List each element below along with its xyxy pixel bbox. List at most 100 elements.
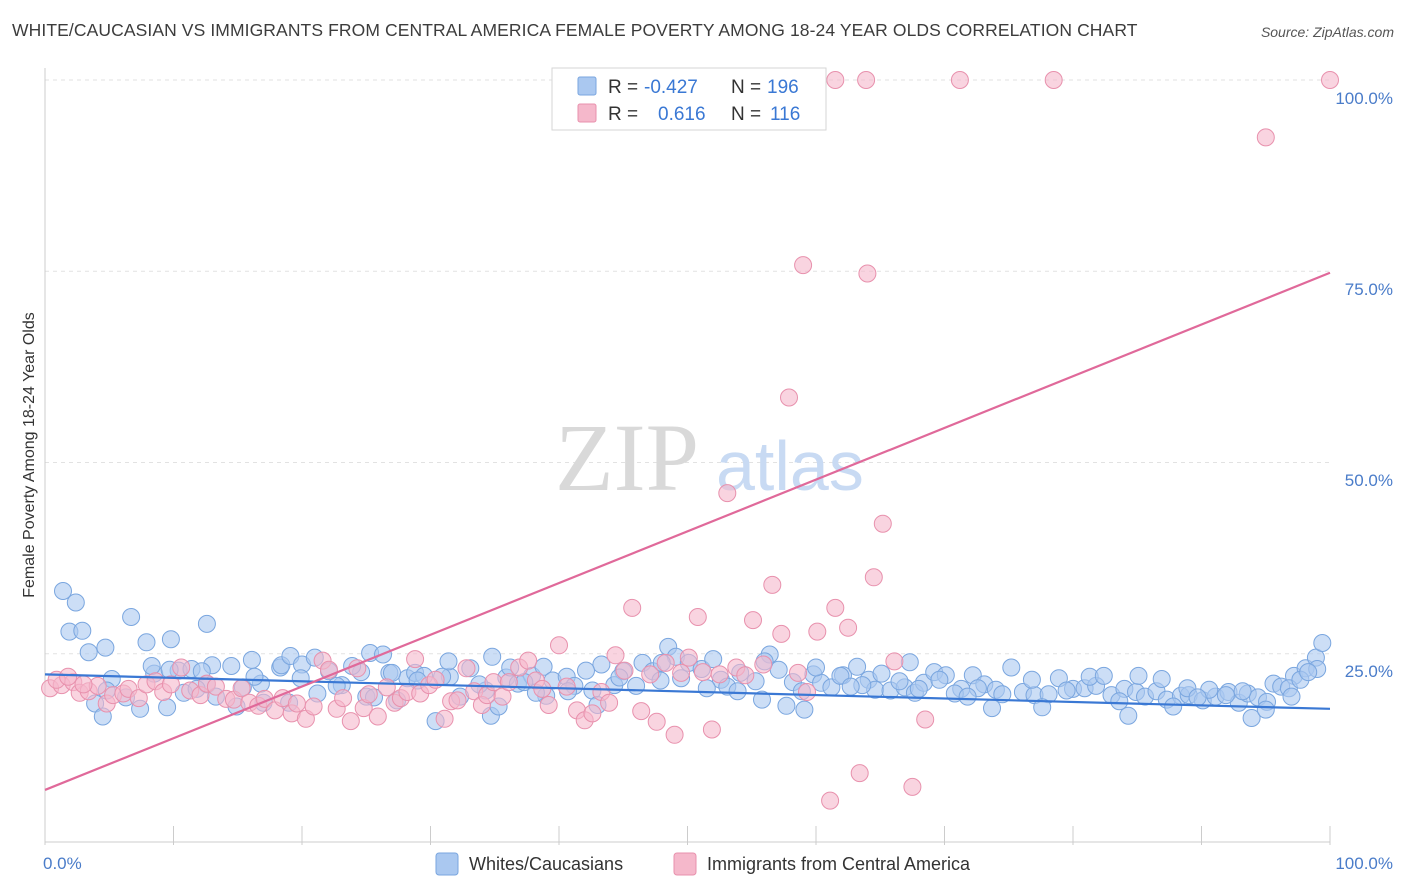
bottom-legend-swatch-immigrants <box>673 852 697 876</box>
whites-point <box>439 652 458 671</box>
immigrants-point <box>448 691 467 710</box>
whites-point <box>1164 697 1183 716</box>
whites-point <box>1002 658 1021 677</box>
y-tick-label-75: 75.0% <box>1345 280 1393 299</box>
immigrants-point <box>702 720 721 739</box>
watermark-zip: ZIP <box>555 404 699 511</box>
legend-r-value-blue: -0.427 <box>644 77 698 98</box>
immigrants-point <box>304 697 323 716</box>
whites-point <box>577 661 595 680</box>
immigrants-point <box>736 666 755 685</box>
immigrants-point <box>641 665 660 684</box>
immigrants-point <box>950 71 969 89</box>
whites-point <box>1216 686 1235 705</box>
whites-point <box>1152 670 1171 688</box>
immigrants-point <box>161 675 180 694</box>
immigrants-point <box>754 655 773 674</box>
immigrants-point <box>858 264 877 283</box>
immigrants-point <box>656 653 675 672</box>
immigrants-point <box>59 667 78 686</box>
whites-point <box>483 647 502 666</box>
whites-point <box>1033 698 1052 717</box>
bottom-legend-swatch-whites <box>435 852 459 876</box>
whites-point <box>848 657 867 676</box>
immigrants-point <box>484 673 503 692</box>
series-legend: Whites/Caucasians Immigrants from Centra… <box>435 852 971 876</box>
immigrants-point <box>693 663 712 682</box>
immigrants-point <box>821 791 840 810</box>
legend-n-label-pink: N = <box>731 104 761 125</box>
y-axis-label: Female Poverty Among 18-24 Year Olds <box>21 312 38 598</box>
immigrants-point <box>772 624 791 643</box>
immigrants-point <box>583 704 602 723</box>
immigrants-point <box>885 652 904 671</box>
whites-point <box>534 657 553 676</box>
correlation-legend: R = -0.427 N = 196 R = 0.616 N = 116 <box>551 67 827 131</box>
x-tick-label-0: 0.0% <box>43 854 82 873</box>
immigrants-point <box>406 650 425 669</box>
immigrants-point <box>710 665 729 684</box>
whites-point <box>242 650 261 669</box>
immigrants-point <box>550 636 568 655</box>
whites-point <box>1299 663 1318 682</box>
immigrants-point <box>873 514 892 533</box>
bottom-legend-label-immigrants: Immigrants from Central America <box>707 854 971 874</box>
legend-n-value-pink: 116 <box>770 104 800 125</box>
immigrants-point <box>679 648 698 667</box>
whites-point <box>96 638 115 657</box>
immigrants-point <box>672 663 691 682</box>
whites-point <box>54 582 72 600</box>
whites-point <box>983 699 1001 718</box>
whites-point <box>1094 666 1113 685</box>
trend-line-immigrants <box>44 271 1331 791</box>
immigrants-point <box>789 663 807 682</box>
whites-point <box>1129 666 1148 685</box>
whites-point <box>930 670 949 689</box>
whites-point <box>728 682 747 701</box>
immigrants-point <box>744 611 762 630</box>
immigrants-point <box>903 777 922 796</box>
whites-point <box>627 676 646 695</box>
gridlines <box>45 79 1330 655</box>
immigrants-point <box>334 689 353 708</box>
immigrants-point <box>377 678 396 697</box>
whites-point <box>1057 681 1076 700</box>
whites-point <box>1022 670 1041 689</box>
immigrants-point <box>839 618 858 637</box>
immigrants-point <box>600 693 619 712</box>
x-tick-label-100: 100.0% <box>1335 854 1393 873</box>
whites-point <box>137 633 156 652</box>
immigrants-point <box>780 388 798 407</box>
immigrants-point <box>457 659 476 678</box>
whites-point <box>777 696 796 715</box>
whites-point <box>66 593 85 612</box>
whites-point <box>142 657 161 675</box>
source-label: Source: ZipAtlas.com <box>1260 24 1394 40</box>
whites-point <box>1119 706 1138 725</box>
whites-point <box>993 685 1012 704</box>
whites-point <box>197 614 216 633</box>
whites-point <box>807 658 825 677</box>
legend-r-label-blue: R = <box>608 77 638 98</box>
immigrants-point <box>916 710 935 729</box>
immigrants-point <box>826 71 845 89</box>
whites-point <box>1256 700 1275 719</box>
immigrants-point <box>172 658 191 677</box>
whites-point <box>958 687 977 706</box>
immigrants-point <box>341 712 360 731</box>
immigrants-point <box>129 689 148 708</box>
immigrants-point <box>857 71 876 89</box>
immigrants-point <box>1044 71 1063 89</box>
whites-point <box>704 650 723 669</box>
legend-box <box>551 67 827 131</box>
watermark-atlas: atlas <box>716 427 864 505</box>
whites-point <box>909 679 928 698</box>
whites-point <box>1242 709 1261 727</box>
whites-point <box>1233 682 1252 701</box>
legend-r-label-pink: R = <box>608 104 638 125</box>
immigrants-point <box>74 675 93 694</box>
immigrants-point <box>850 764 869 783</box>
whites-point <box>158 698 177 717</box>
immigrants-point <box>763 575 782 594</box>
